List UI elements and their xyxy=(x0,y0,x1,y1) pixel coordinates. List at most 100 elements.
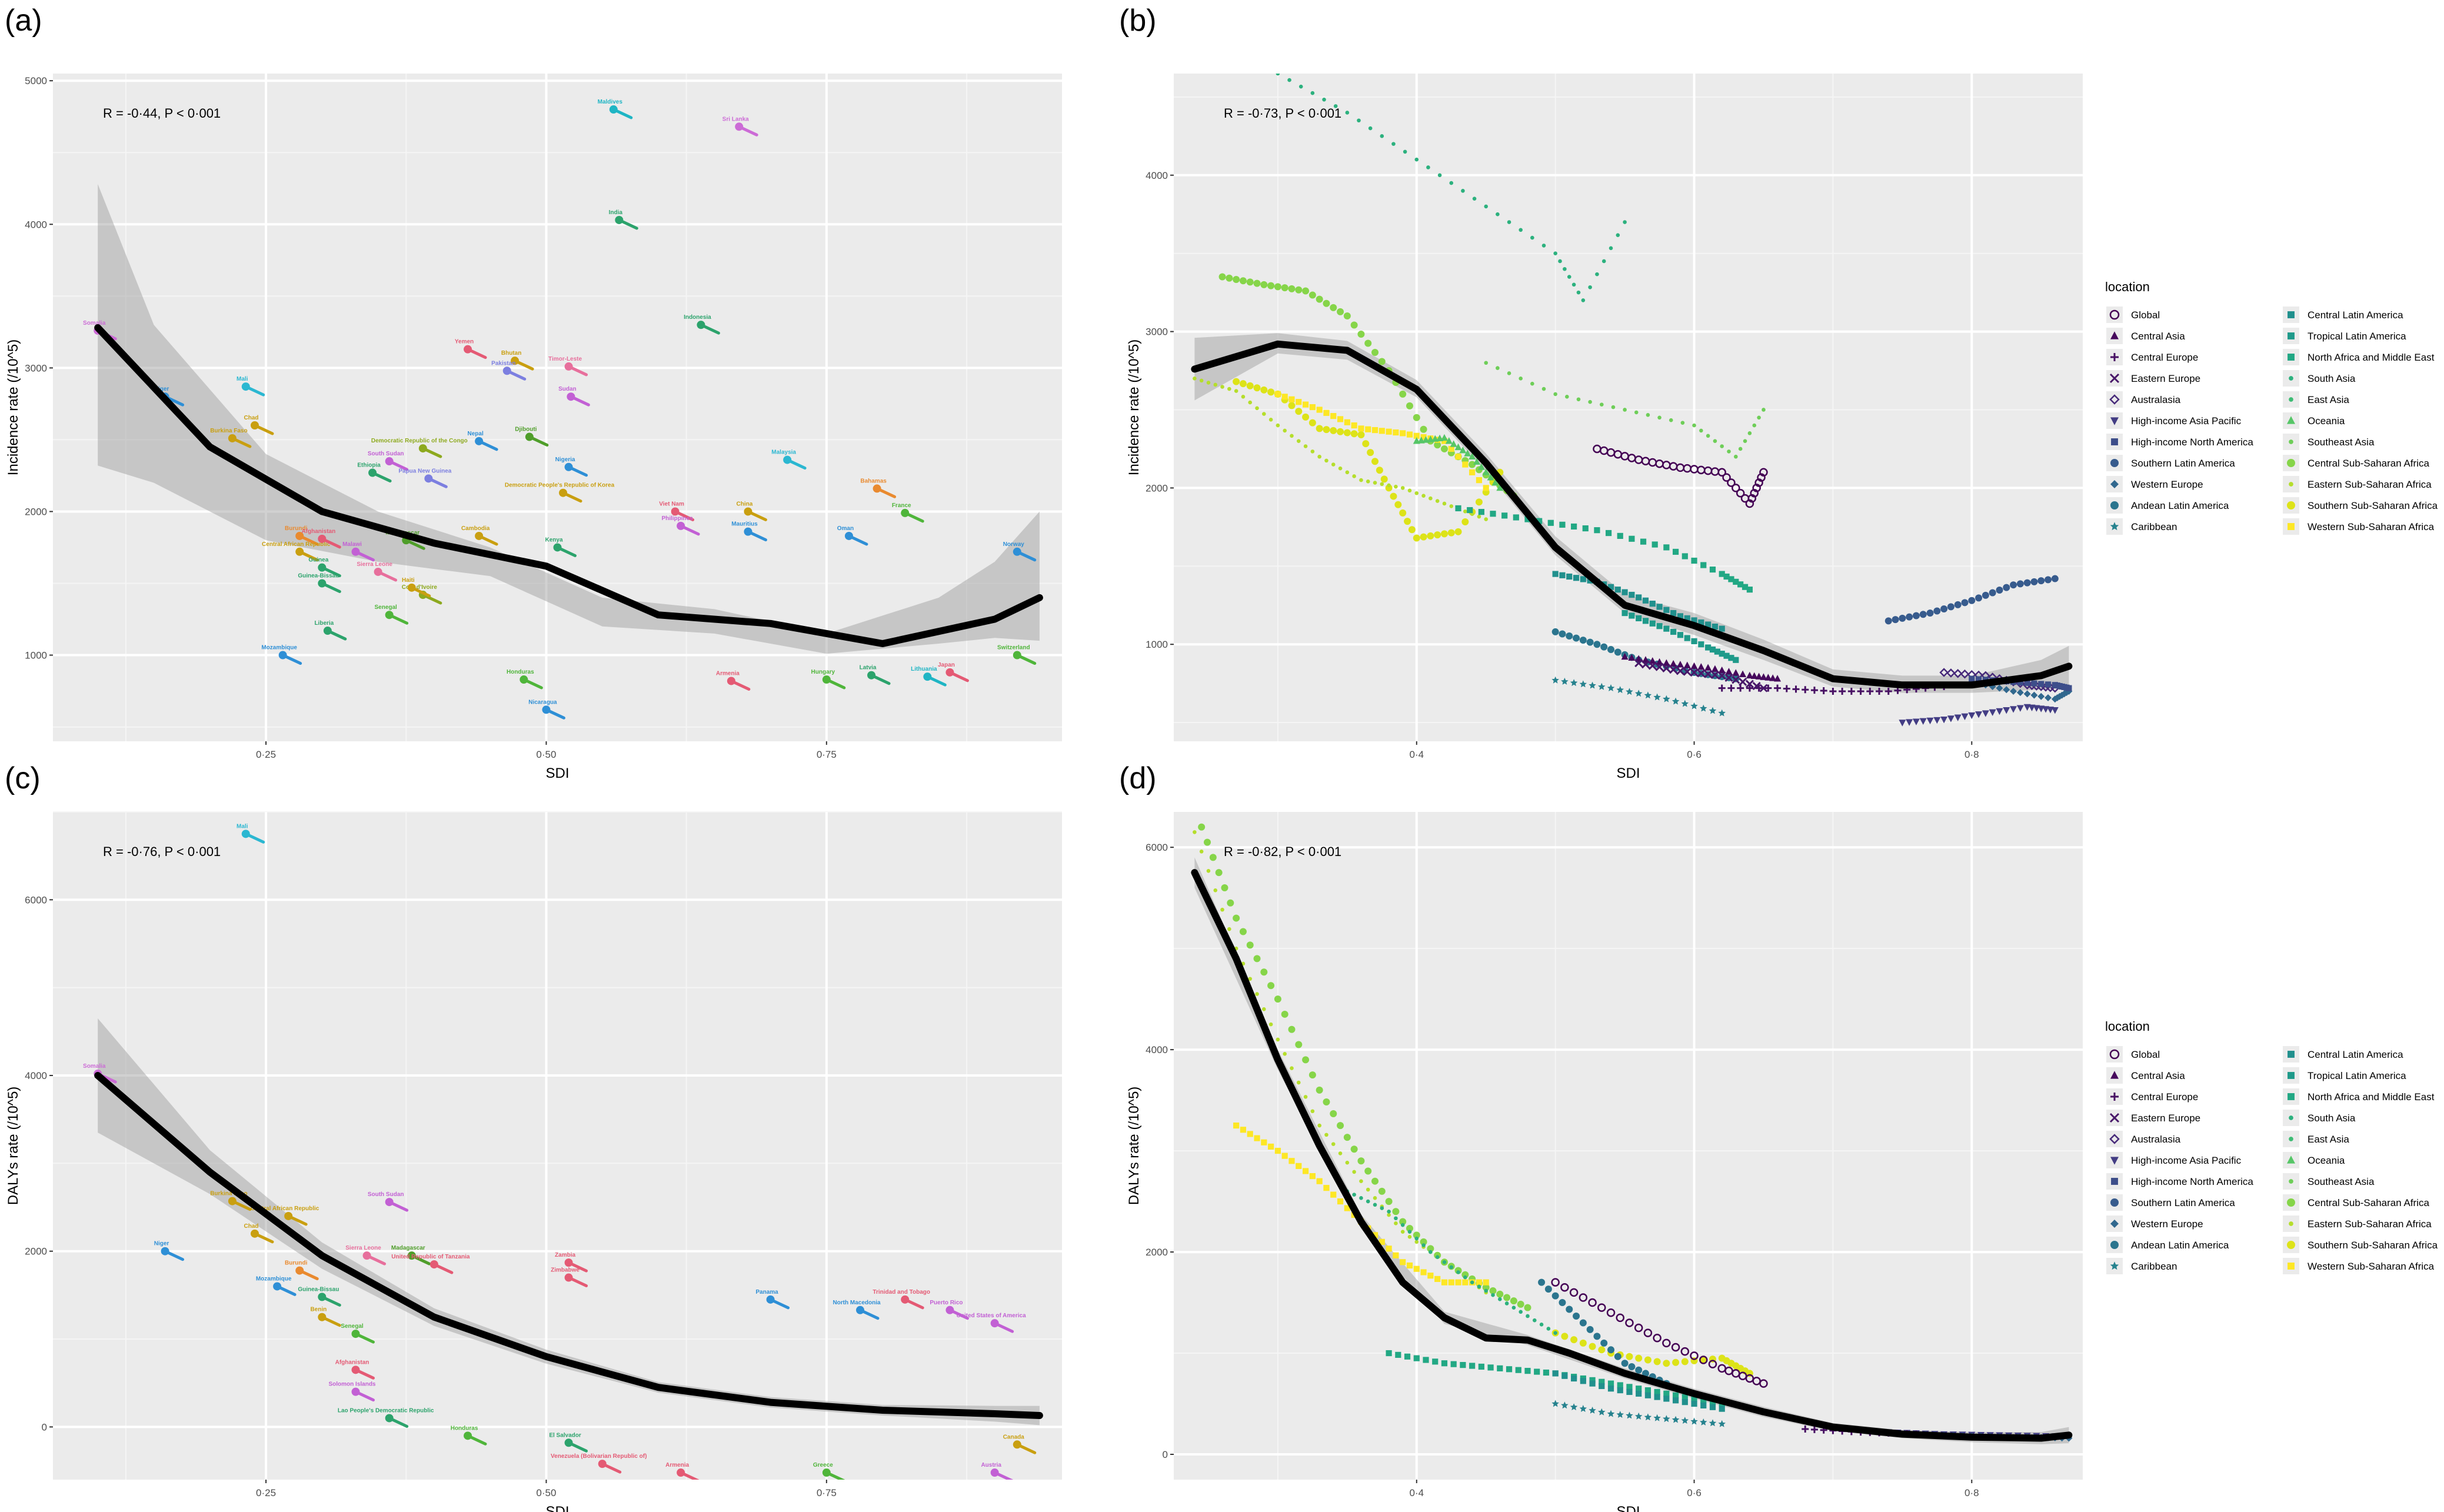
series-point xyxy=(1663,544,1670,551)
country-label: Benin xyxy=(310,1307,327,1313)
series-point xyxy=(1404,518,1411,525)
series-point xyxy=(1239,380,1247,388)
legend-item: Western Europe xyxy=(2106,476,2203,492)
series-point xyxy=(1394,501,1402,508)
series-point xyxy=(1400,486,1405,490)
plot-background xyxy=(53,812,1062,1480)
legend-marker xyxy=(2287,1155,2295,1164)
series-point xyxy=(1598,682,1606,690)
country-label: Zambia xyxy=(555,1252,575,1258)
series-point xyxy=(1440,445,1448,452)
series-point xyxy=(1221,884,1228,891)
country-label: United Republic of Tanzania xyxy=(391,1254,470,1260)
series-point xyxy=(1644,1356,1651,1364)
panel-tag: (b) xyxy=(1119,4,1157,38)
country-point xyxy=(385,611,394,620)
legend-item: Central Latin America xyxy=(2283,307,2403,323)
country-label: Afghanistan xyxy=(335,1359,369,1366)
series-point xyxy=(1671,697,1680,705)
series-point xyxy=(1643,1328,1653,1337)
series-point xyxy=(1912,612,1920,620)
series-point xyxy=(1565,395,1569,399)
country-label: Mauritius xyxy=(731,521,758,528)
series-point xyxy=(1947,715,1954,722)
series-point xyxy=(1684,635,1690,641)
country-label: Papua New Guinea xyxy=(398,468,451,474)
series-point xyxy=(1414,491,1419,495)
country-label: Burkina Faso xyxy=(210,1191,247,1197)
series-point xyxy=(1484,361,1489,365)
legend-label: Eastern Sub-Saharan Africa xyxy=(2308,1218,2432,1230)
region-series xyxy=(1552,1370,1725,1412)
series-point xyxy=(1393,1252,1399,1258)
series-point xyxy=(1350,430,1358,438)
series-point xyxy=(1274,391,1281,398)
series-point xyxy=(1227,927,1231,931)
series-point xyxy=(1364,1167,1372,1175)
series-point xyxy=(1204,838,1211,846)
y-axis-title: Incidence rate (/10^5) xyxy=(5,339,21,475)
series-point xyxy=(1394,1216,1398,1221)
country-point xyxy=(1013,547,1021,556)
series-point xyxy=(1571,282,1576,287)
series-point xyxy=(1253,955,1261,963)
series-point xyxy=(1391,142,1396,146)
series-point xyxy=(1653,1414,1661,1421)
series-point xyxy=(1515,1367,1521,1373)
y-tick-label: 4000 xyxy=(25,219,47,230)
country-point xyxy=(424,474,433,483)
series-point xyxy=(1940,605,1948,612)
legend-item: Central Sub-Saharan Africa xyxy=(2283,455,2429,471)
legend-marker xyxy=(2109,394,2120,405)
legend-marker xyxy=(2110,480,2119,488)
y-tick-label: 1000 xyxy=(1146,639,1168,650)
series-point xyxy=(1690,668,1699,677)
y-tick-label: 0 xyxy=(42,1421,47,1433)
series-point xyxy=(1662,1338,1671,1348)
country-label: Austria xyxy=(981,1462,1001,1468)
series-point xyxy=(2016,689,2024,697)
country-point xyxy=(873,484,881,493)
series-point xyxy=(1357,118,1361,123)
series-point xyxy=(1774,675,1782,682)
series-point xyxy=(1635,655,1643,662)
country-point xyxy=(567,392,575,401)
series-point xyxy=(1884,687,1892,695)
series-point xyxy=(1472,197,1477,201)
series-point xyxy=(1524,1368,1531,1374)
series-point xyxy=(1597,1303,1606,1312)
series-point xyxy=(1323,1185,1330,1191)
country-point xyxy=(990,1319,999,1328)
series-point xyxy=(1725,668,1733,675)
series-point xyxy=(1344,419,1350,425)
country-label: Democratic Republic of the Congo xyxy=(371,438,468,444)
x-tick-label: 0·50 xyxy=(536,749,556,760)
legend-label: North Africa and Middle East xyxy=(2308,1091,2435,1103)
legend-item: Central Europe xyxy=(2106,1088,2198,1105)
series-point xyxy=(1623,220,1627,224)
country-point xyxy=(475,437,484,445)
series-point xyxy=(1357,431,1365,439)
series-point xyxy=(1503,1294,1511,1301)
series-point xyxy=(1579,637,1587,644)
series-point xyxy=(1566,632,1573,640)
legend-item: Global xyxy=(2106,307,2160,323)
series-point xyxy=(1343,429,1351,437)
country-point xyxy=(295,547,304,556)
x-axis-title: SDI xyxy=(545,765,569,781)
series-point xyxy=(1420,425,1427,433)
legend-label: Central Latin America xyxy=(2308,1049,2403,1060)
series-point xyxy=(1371,458,1379,465)
region-series xyxy=(1634,659,1768,692)
series-point xyxy=(1745,680,1754,688)
country-point xyxy=(251,1229,259,1238)
series-point xyxy=(1420,1238,1427,1245)
series-point xyxy=(1656,623,1663,630)
series-point xyxy=(1413,432,1420,439)
series-point xyxy=(1450,440,1457,447)
series-point xyxy=(1975,676,1982,682)
series-point xyxy=(1939,668,1949,677)
legend-marker xyxy=(2110,1220,2119,1228)
series-point xyxy=(1617,1387,1623,1394)
series-point xyxy=(1267,388,1275,396)
